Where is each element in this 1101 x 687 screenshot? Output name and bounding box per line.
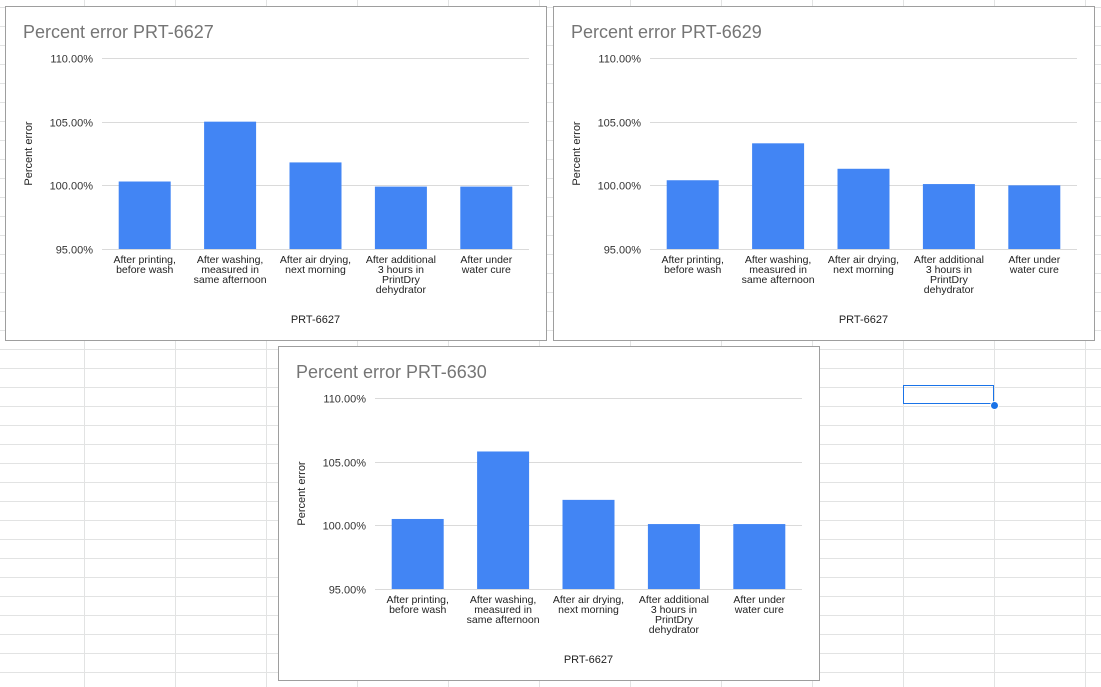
fill-handle[interactable] (990, 401, 999, 410)
y-tick-label: 105.00% (323, 458, 367, 470)
x-category-label: After air drying, (828, 254, 899, 266)
x-category-label: PrintDry (930, 274, 969, 286)
bar (922, 184, 975, 249)
y-tick-label: 100.00% (323, 521, 367, 533)
y-tick-label: 110.00% (323, 394, 366, 406)
bar (118, 181, 171, 249)
x-category-label: After additional (366, 254, 436, 266)
x-category-label: water cure (1009, 264, 1059, 276)
x-category-label: measured in (474, 604, 532, 616)
y-tick-label: 95.00% (329, 585, 367, 597)
y-axis-title: Percent error (571, 121, 583, 186)
x-category-label: same afternoon (742, 274, 815, 286)
y-tick-label: 100.00% (598, 181, 642, 193)
y-tick-label: 110.00% (598, 54, 641, 66)
x-category-label: next morning (558, 604, 619, 616)
x-category-label: water cure (734, 604, 784, 616)
bar (647, 524, 700, 589)
x-category-label: 3 hours in (926, 264, 972, 276)
y-tick-label: 100.00% (50, 181, 94, 193)
chart-prt-6627[interactable]: Percent error PRT-6627 95.00% 100.00% 105.0… (5, 6, 547, 341)
selected-cell[interactable] (903, 385, 994, 404)
x-category-label: next morning (285, 264, 346, 276)
x-category-label: next morning (833, 264, 894, 276)
x-category-label: After under (1008, 254, 1060, 266)
x-category-label: After air drying, (553, 594, 624, 606)
x-category-label: dehydrator (924, 284, 975, 296)
bar (289, 162, 342, 249)
x-category-label: measured in (749, 264, 807, 276)
x-category-label: before wash (389, 604, 446, 616)
y-axis-title: Percent error (296, 461, 308, 526)
x-category-label: PrintDry (382, 274, 421, 286)
x-category-label: After under (460, 254, 512, 266)
x-category-label: 3 hours in (378, 264, 424, 276)
y-tick-label: 95.00% (604, 245, 642, 257)
bar (391, 518, 444, 589)
y-axis-title: Percent error (23, 121, 35, 186)
x-category-label: After printing, (386, 594, 448, 606)
x-category-label: After air drying, (280, 254, 351, 266)
chart-svg: Percent error PRT-6630 95.00% 100.00% 105.0… (296, 362, 802, 666)
bar (460, 186, 513, 249)
bar (752, 143, 805, 249)
bar (733, 524, 786, 589)
x-category-label: After printing, (661, 254, 723, 266)
x-category-label: After additional (639, 594, 709, 606)
x-category-label: before wash (664, 264, 721, 276)
x-category-label: dehydrator (376, 284, 427, 296)
x-category-label: PrintDry (655, 614, 694, 626)
x-category-label: dehydrator (649, 624, 700, 636)
x-axis-title: PRT-6627 (839, 314, 888, 326)
bar (562, 499, 615, 589)
x-category-label: After under (733, 594, 785, 606)
x-category-label: After washing, (197, 254, 264, 266)
x-category-label: same afternoon (467, 614, 540, 626)
x-category-label: water cure (461, 264, 511, 276)
x-category-label: After washing, (745, 254, 812, 266)
bar (477, 451, 530, 589)
bar (204, 121, 257, 249)
x-category-label: After washing, (470, 594, 537, 606)
chart-prt-6629[interactable]: Percent error PRT-6629 95.00% 100.00% 105.0… (553, 6, 1095, 341)
x-category-label: After printing, (113, 254, 175, 266)
bar (666, 180, 719, 249)
chart-prt-6630[interactable]: Percent error PRT-6630 95.00% 100.00% 105.0… (278, 346, 820, 681)
chart-svg: Percent error PRT-6627 95.00% 100.00% 105.0… (23, 22, 529, 326)
x-axis-title: PRT-6627 (564, 654, 613, 666)
y-tick-label: 95.00% (56, 245, 94, 257)
x-category-label: before wash (116, 264, 173, 276)
y-tick-label: 105.00% (598, 118, 642, 130)
x-category-label: 3 hours in (651, 604, 697, 616)
chart-svg: Percent error PRT-6629 95.00% 100.00% 105.0… (571, 22, 1077, 326)
y-tick-label: 110.00% (50, 54, 93, 66)
x-axis-title: PRT-6627 (291, 314, 340, 326)
chart-title: Percent error PRT-6627 (23, 22, 214, 42)
bar (374, 186, 427, 249)
y-tick-label: 105.00% (50, 118, 94, 130)
bar (1008, 185, 1061, 249)
x-category-label: measured in (201, 264, 259, 276)
x-category-label: same afternoon (194, 274, 267, 286)
x-category-label: After additional (914, 254, 984, 266)
chart-title: Percent error PRT-6629 (571, 22, 762, 42)
bar (837, 168, 890, 249)
chart-title: Percent error PRT-6630 (296, 362, 487, 382)
